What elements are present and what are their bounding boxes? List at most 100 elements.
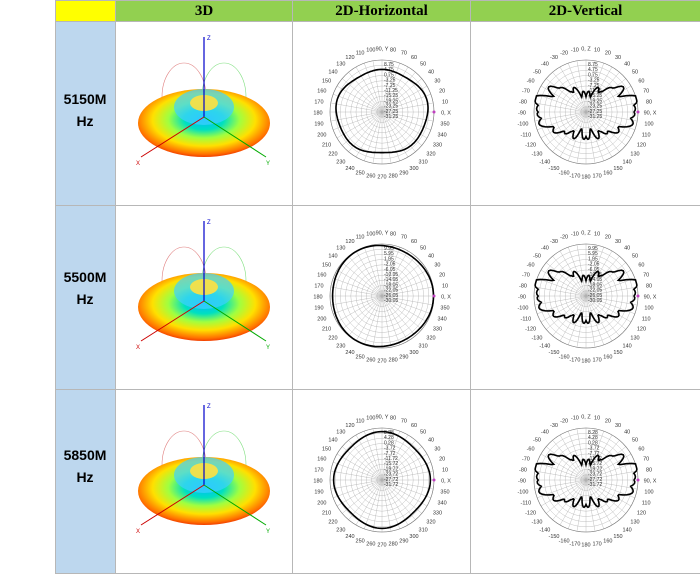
radial-tick-label: -31.72 bbox=[588, 482, 602, 488]
angle-label: 240 bbox=[345, 166, 354, 172]
angle-label: 100 bbox=[644, 306, 653, 312]
angle-label: 180 bbox=[581, 543, 590, 549]
angle-label: -60 bbox=[527, 263, 535, 269]
angle-label: -40 bbox=[541, 245, 549, 251]
angle-label: 300 bbox=[409, 350, 418, 356]
angle-label: 90, X bbox=[644, 111, 657, 117]
angle-label: 120 bbox=[345, 239, 354, 245]
angle-label: 120 bbox=[637, 327, 646, 333]
angle-label: 40 bbox=[428, 253, 434, 259]
corner-cell bbox=[56, 1, 116, 22]
angle-label: 110 bbox=[642, 132, 651, 138]
angle-label: 110 bbox=[642, 316, 651, 322]
angle-label: 340 bbox=[438, 132, 447, 138]
angle-label: 350 bbox=[440, 490, 449, 496]
marker-dot bbox=[637, 295, 640, 298]
angle-label: 130 bbox=[630, 152, 639, 158]
angle-label: 100 bbox=[644, 122, 653, 128]
angle-label: 220 bbox=[328, 336, 337, 342]
angle-label: 120 bbox=[637, 511, 646, 517]
angle-label: -10 bbox=[571, 231, 579, 237]
freq-label-5500: 5500M Hz bbox=[55, 266, 115, 310]
angle-label: 0, Z bbox=[581, 231, 591, 237]
angle-label: 60 bbox=[638, 79, 644, 85]
angle-label: 100 bbox=[366, 231, 375, 237]
angle-label: 310 bbox=[419, 160, 428, 166]
angle-label: 240 bbox=[345, 534, 354, 540]
angle-label: 300 bbox=[409, 166, 418, 172]
y-axis-label: Y bbox=[266, 161, 270, 167]
angle-label: -120 bbox=[525, 143, 536, 149]
angle-label: 50 bbox=[632, 69, 638, 75]
angle-label: 230 bbox=[336, 160, 345, 166]
angle-label: 20 bbox=[605, 50, 611, 56]
angle-label: -160 bbox=[559, 539, 570, 545]
angle-label: 260 bbox=[366, 358, 375, 364]
angle-label: 30 bbox=[434, 447, 440, 453]
angle-label: 310 bbox=[419, 344, 428, 350]
angle-label: 190 bbox=[314, 122, 323, 128]
angle-label: 180 bbox=[581, 359, 590, 365]
angle-label: 160 bbox=[603, 355, 612, 361]
angle-label: 0, X bbox=[441, 111, 451, 117]
angle-label: 330 bbox=[433, 511, 442, 517]
angle-label: 210 bbox=[322, 511, 331, 517]
angle-label: 210 bbox=[322, 327, 331, 333]
angle-label: -140 bbox=[539, 344, 550, 350]
angle-label: 330 bbox=[433, 143, 442, 149]
angle-label: 40 bbox=[428, 69, 434, 75]
angle-label: 150 bbox=[322, 447, 331, 453]
angle-label: 110 bbox=[356, 234, 365, 240]
angle-label: -50 bbox=[533, 69, 541, 75]
angle-label: 20 bbox=[439, 89, 445, 95]
y-axis-label: Y bbox=[266, 345, 270, 351]
angle-label: 10 bbox=[594, 231, 600, 237]
angle-label: -90 bbox=[518, 111, 526, 117]
angle-label: -50 bbox=[533, 253, 541, 259]
angle-label: 200 bbox=[317, 316, 326, 322]
angle-label: 280 bbox=[389, 174, 398, 180]
angle-label: 30 bbox=[615, 55, 621, 61]
angle-label: 140 bbox=[328, 69, 337, 75]
angle-label: 110 bbox=[642, 500, 651, 506]
angle-label: 170 bbox=[593, 174, 602, 180]
angle-label: 160 bbox=[317, 89, 326, 95]
angle-label: 160 bbox=[317, 457, 326, 463]
angle-label: 50 bbox=[420, 61, 426, 67]
angle-label: 30 bbox=[615, 239, 621, 245]
angle-label: 330 bbox=[433, 327, 442, 333]
angle-label: -130 bbox=[531, 520, 542, 526]
angle-label: 250 bbox=[356, 355, 365, 361]
angle-label: -20 bbox=[560, 418, 568, 424]
angle-label: -80 bbox=[519, 99, 527, 105]
angle-label: 320 bbox=[426, 336, 435, 342]
angle-label: -170 bbox=[569, 542, 580, 548]
angle-label: 70 bbox=[401, 418, 407, 424]
angle-label: -110 bbox=[521, 316, 532, 322]
angle-label: 190 bbox=[314, 490, 323, 496]
angle-label: -120 bbox=[525, 511, 536, 517]
angle-label: 130 bbox=[336, 429, 345, 435]
angle-label: 10 bbox=[594, 415, 600, 421]
angle-label: 290 bbox=[399, 539, 408, 545]
angle-label: 100 bbox=[644, 490, 653, 496]
angle-label: 70 bbox=[643, 457, 649, 463]
marker-dot bbox=[637, 111, 640, 114]
angle-label: 30 bbox=[615, 423, 621, 429]
angle-label: 70 bbox=[401, 50, 407, 56]
angle-label: -100 bbox=[517, 490, 528, 496]
angle-label: 50 bbox=[632, 253, 638, 259]
angle-label: 100 bbox=[366, 47, 375, 53]
angle-label: 0, X bbox=[441, 295, 451, 301]
angle-label: 160 bbox=[317, 273, 326, 279]
